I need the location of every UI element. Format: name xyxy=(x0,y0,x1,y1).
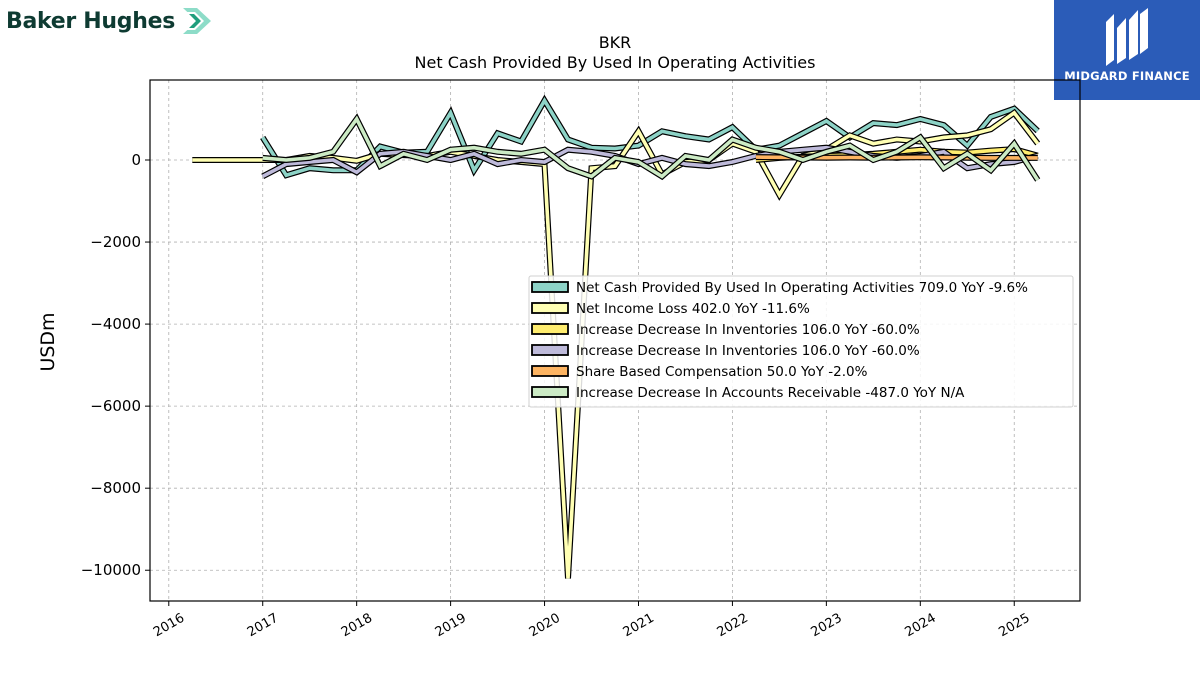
y-tick-label: −2000 xyxy=(90,233,141,251)
legend-item: Net Income Loss 402.0 YoY -11.6% xyxy=(531,301,810,317)
legend-item: Increase Decrease In Inventories 106.0 Y… xyxy=(531,343,920,359)
y-tick-label: −8000 xyxy=(90,479,141,497)
legend-label: Increase Decrease In Inventories 106.0 Y… xyxy=(576,343,920,359)
series-line-6 xyxy=(262,113,1041,182)
legend-item: Increase Decrease In Inventories 106.0 Y… xyxy=(531,322,920,338)
x-tick-label: 2018 xyxy=(339,611,375,641)
legend-item: Share Based Compensation 50.0 YoY -2.0% xyxy=(531,364,868,380)
midgard-m-icon xyxy=(1106,8,1148,66)
legend-swatch xyxy=(531,386,569,398)
y-tick-label: −10000 xyxy=(81,561,141,579)
y-tick-label: −6000 xyxy=(90,397,141,415)
series-lines xyxy=(192,94,1041,579)
brand-name: Baker Hughes xyxy=(6,8,175,34)
x-tick-label: 2022 xyxy=(715,611,751,641)
legend: Net Cash Provided By Used In Operating A… xyxy=(528,275,1074,408)
chart-ticker: BKR xyxy=(599,33,632,52)
x-tick-label: 2019 xyxy=(433,611,469,641)
x-tick-label: 2023 xyxy=(809,611,845,641)
y-tick-label: −4000 xyxy=(90,315,141,333)
series-line-stroke xyxy=(262,115,1040,181)
legend-label: Share Based Compensation 50.0 YoY -2.0% xyxy=(576,364,868,380)
plot-frame xyxy=(149,79,1081,602)
y-tick-label: 0 xyxy=(131,151,141,169)
legend-swatch xyxy=(531,344,569,356)
legend-label: Net Cash Provided By Used In Operating A… xyxy=(576,280,1028,296)
x-tick-label: 2024 xyxy=(902,611,938,641)
legend-item: Increase Decrease In Accounts Receivable… xyxy=(531,385,965,401)
legend-label: Increase Decrease In Accounts Receivable… xyxy=(576,385,965,401)
legend-swatch xyxy=(531,302,569,314)
x-tick-label: 2025 xyxy=(996,611,1032,641)
legend-swatch xyxy=(531,365,569,377)
series-line-stroke xyxy=(261,96,1039,178)
x-tick-label: 2020 xyxy=(527,611,563,641)
series-line-1 xyxy=(260,94,1040,179)
y-axis-label: USDm xyxy=(37,312,59,371)
midgard-finance-logo: MIDGARD FINANCE xyxy=(1054,0,1200,100)
legend-item: Net Cash Provided By Used In Operating A… xyxy=(531,280,1028,296)
chart-title: Net Cash Provided By Used In Operating A… xyxy=(415,53,816,72)
legend-label: Increase Decrease In Inventories 106.0 Y… xyxy=(576,322,920,338)
legend-swatch xyxy=(531,281,569,293)
baker-hughes-logo: Baker Hughes xyxy=(6,4,213,38)
legend-label: Net Income Loss 402.0 YoY -11.6% xyxy=(576,301,810,317)
legend-swatch xyxy=(531,323,569,335)
x-tick-label: 2021 xyxy=(621,611,657,641)
x-tick-label: 2017 xyxy=(245,611,281,641)
baker-hughes-chevron-icon xyxy=(182,8,211,34)
legend-box xyxy=(528,275,1074,408)
x-tick-label: 2016 xyxy=(151,611,187,641)
partner-name: MIDGARD FINANCE xyxy=(1064,69,1190,83)
